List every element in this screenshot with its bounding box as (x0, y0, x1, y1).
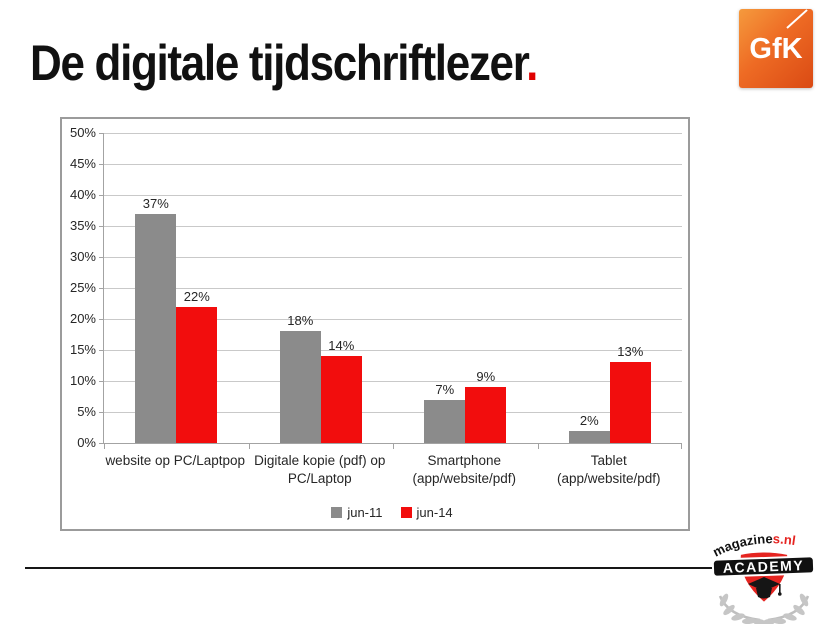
magazines-arc-red: s.nl (773, 531, 797, 548)
x-axis-labels: website op PC/Laptpop Digitale kopie (pdf… (103, 452, 681, 488)
bar-group-4: 2% 13% (538, 133, 683, 443)
bar-group-3: 7% 9% (393, 133, 538, 443)
bar-value-label: 7% (435, 381, 455, 397)
gridline (104, 288, 682, 289)
y-axis-labels: 50% 45% 40% 35% 30% 25% 20% 15% 10% 5% 0% (64, 125, 96, 450)
y-tick-label: 35% (69, 218, 96, 233)
bar-value-label: 22% (183, 288, 210, 304)
bar-jun-14: 22% (176, 289, 218, 443)
gridline (104, 381, 682, 382)
bar-jun-11: 37% (135, 196, 177, 443)
gridline (104, 195, 682, 196)
y-tick-mark (99, 288, 104, 289)
category-label-line: Tablet (590, 453, 627, 468)
category-label-line: Digitale kopie (pdf) op (254, 453, 386, 468)
bar-value-label: 13% (617, 344, 644, 360)
bar-jun-11: 2% (568, 413, 610, 443)
gfk-slash-icon (786, 9, 808, 29)
bar-jun-14: 9% (465, 369, 507, 443)
bar-value-label: 14% (328, 338, 355, 354)
y-tick-mark (99, 319, 104, 320)
bar-value-label: 37% (142, 195, 169, 211)
legend-swatch (331, 507, 343, 518)
academy-banner-text: ACADEMY (723, 557, 805, 576)
y-tick-mark (99, 164, 104, 165)
legend-label: jun-14 (416, 505, 453, 520)
gridline (104, 257, 682, 258)
y-tick-mark (99, 381, 104, 382)
y-tick-label: 25% (69, 280, 96, 295)
legend-item-jun-14: jun-14 (400, 505, 453, 520)
slide-title-text: De digitale tijdschriftlezer (30, 35, 527, 91)
y-tick-mark (99, 226, 104, 227)
x-tick-mark (393, 444, 394, 449)
y-tick-label: 5% (77, 404, 96, 419)
gridline (104, 412, 682, 413)
y-tick-label: 40% (69, 187, 96, 202)
bar-value-label: 2% (579, 412, 599, 428)
bar-jun-11: 7% (424, 382, 466, 443)
category-label-line: Smartphone (427, 453, 502, 468)
x-tick-mark (248, 444, 250, 449)
x-tick-mark (537, 444, 539, 449)
legend-swatch (400, 507, 412, 518)
legend-item-jun-11: jun-11 (331, 505, 383, 520)
academy-banner: ACADEMY (711, 555, 816, 578)
category-label-line: PC/Laptop (287, 471, 352, 486)
slide-title-period: . (526, 35, 538, 91)
bar-value-label: 18% (287, 313, 314, 329)
bar-chart: 50% 45% 40% 35% 30% 25% 20% 15% 10% 5% 0% 37% 22% 18… (60, 117, 690, 531)
bar-jun-14: 14% (320, 338, 362, 443)
y-tick-label: 20% (69, 311, 96, 326)
y-tick-mark (99, 133, 104, 134)
gridline (104, 226, 682, 227)
y-tick-mark (99, 350, 104, 351)
magazines-academy-logo: ACADEMY magazines.nl (710, 531, 816, 624)
gridline (104, 350, 682, 351)
gfk-logo: GfK (739, 9, 813, 88)
plot-area: 37% 22% 18% 14% 7% 9% 2% 13% (99, 133, 683, 449)
bar-jun-14: 13% (609, 344, 651, 443)
y-tick-label: 45% (69, 156, 96, 171)
category-label: Tablet (app/website/pdf) (537, 452, 682, 488)
gfk-logo-text: GfK (749, 33, 803, 65)
y-tick-mark (99, 443, 104, 444)
bar-jun-11: 18% (279, 313, 321, 443)
y-tick-mark (99, 257, 104, 258)
y-tick-label: 0% (77, 435, 96, 450)
bar-group-2: 18% 14% (249, 133, 394, 443)
y-tick-label: 30% (69, 249, 96, 264)
y-tick-label: 15% (69, 342, 96, 357)
category-label-line: website op PC/Laptpop (105, 453, 246, 468)
chart-legend: jun-11 jun-14 (103, 505, 681, 520)
category-label: website op PC/Laptpop (103, 452, 248, 488)
footer-divider (25, 567, 725, 569)
bar-group-1: 37% 22% (104, 133, 249, 443)
category-label: Digitale kopie (pdf) op PC/Laptop (248, 452, 393, 488)
y-tick-mark (99, 195, 104, 196)
legend-label: jun-11 (347, 505, 383, 520)
gridline (104, 164, 682, 165)
x-tick-mark (104, 444, 105, 449)
gridline (104, 319, 682, 320)
y-tick-label: 10% (69, 373, 96, 388)
category-label-line: (app/website/pdf) (412, 471, 517, 486)
graduation-cap-icon (748, 577, 782, 599)
y-tick-label: 50% (69, 125, 96, 140)
x-tick-mark (681, 444, 682, 449)
slide-title: De digitale tijdschriftlezer. (30, 34, 538, 92)
category-label: Smartphone (app/website/pdf) (392, 452, 537, 488)
y-tick-mark (99, 412, 104, 413)
bar-value-label: 9% (476, 369, 496, 385)
gridline (104, 133, 682, 134)
category-label-line: (app/website/pdf) (556, 471, 661, 486)
